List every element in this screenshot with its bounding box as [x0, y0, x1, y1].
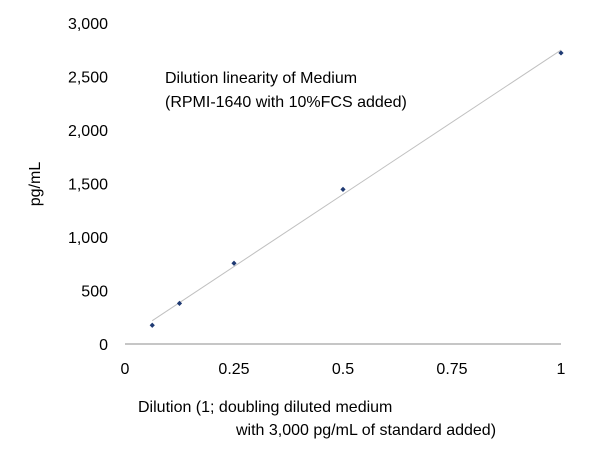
data-point	[231, 260, 237, 266]
x-tick-label: 1	[557, 361, 566, 378]
data-point	[176, 300, 183, 306]
x-axis-label-line: Dilution (1; doubling diluted medium	[138, 399, 392, 416]
chart-annotation-line: (RPMI-1640 with 10%FCS added)	[165, 94, 407, 111]
y-tick-label: 2,000	[68, 123, 108, 140]
x-tick-label: 0.25	[218, 361, 249, 378]
x-tick-label: 0.75	[436, 361, 467, 378]
trendline-group	[151, 49, 562, 322]
y-tick-label: 1,500	[68, 177, 108, 194]
data-point	[558, 50, 564, 56]
data-point	[340, 186, 346, 192]
linear-trendline	[151, 49, 562, 322]
chart-labels: 0 500 1,000 1,500 2,000 2,500 3,000 0 0.25 0.5 0.7…	[27, 16, 566, 439]
y-tick-label: 1,000	[68, 230, 108, 247]
x-axis-label-line: with 3,000 pg/mL of standard added)	[235, 422, 496, 439]
x-tick-label: 0.5	[332, 361, 354, 378]
y-tick-label: 0	[99, 337, 108, 354]
y-tick-label: 3,000	[68, 16, 108, 33]
chart-annotation-line: Dilution linearity of Medium	[165, 70, 357, 87]
y-tick-label: 500	[81, 284, 108, 301]
y-tick-label: 2,500	[68, 70, 108, 87]
x-tick-label: 0	[121, 361, 130, 378]
y-axis-label: pg/mL	[27, 162, 44, 207]
data-points	[149, 50, 564, 328]
data-point	[149, 322, 155, 328]
